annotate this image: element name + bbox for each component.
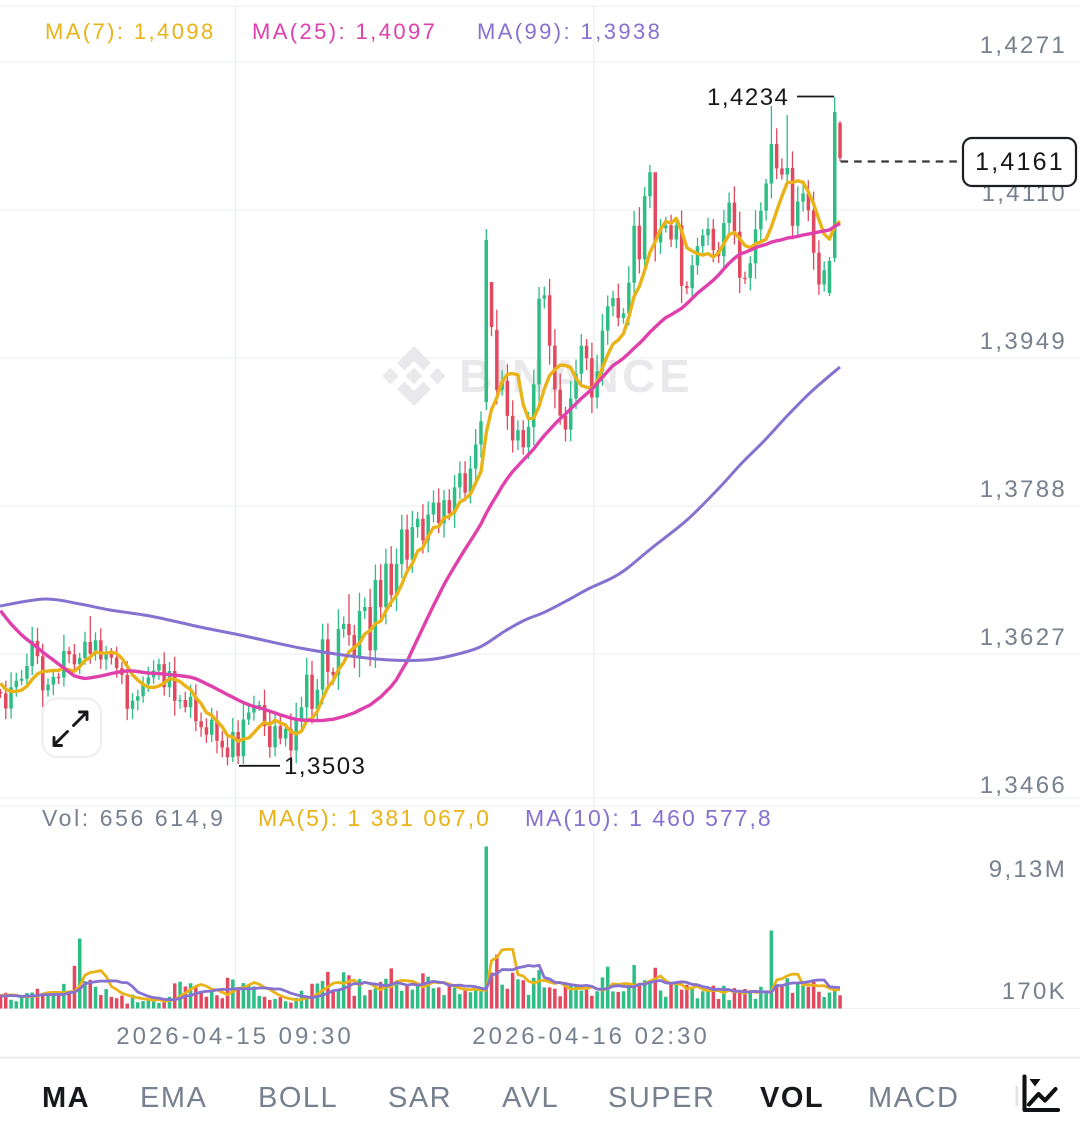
svg-text:1,4234: 1,4234: [707, 84, 789, 111]
svg-text:BOLL: BOLL: [258, 1082, 338, 1114]
svg-text:AVL: AVL: [502, 1082, 559, 1114]
svg-text:MA(25): 1,4097: MA(25): 1,4097: [252, 19, 437, 44]
svg-text:MA(7): 1,4098: MA(7): 1,4098: [45, 19, 216, 44]
svg-text:MA: MA: [42, 1082, 90, 1114]
svg-text:1,3627: 1,3627: [980, 624, 1067, 651]
svg-text:1,3949: 1,3949: [980, 328, 1067, 355]
svg-text:VOL: VOL: [760, 1082, 824, 1114]
svg-text:Vol: 656 614,9: Vol: 656 614,9: [42, 805, 225, 831]
svg-text:MA(10): 1 460 577,8: MA(10): 1 460 577,8: [525, 805, 773, 831]
svg-text:1,4271: 1,4271: [980, 32, 1067, 59]
svg-text:1,3466: 1,3466: [980, 772, 1067, 799]
svg-text:MACD: MACD: [868, 1082, 959, 1114]
svg-text:1,3788: 1,3788: [980, 476, 1067, 503]
svg-text:SAR: SAR: [388, 1082, 452, 1114]
svg-text:1,3503: 1,3503: [284, 753, 366, 780]
svg-text:170K: 170K: [1002, 978, 1067, 1005]
svg-text:EMA: EMA: [140, 1082, 207, 1114]
svg-text:MA(5): 1 381 067,0: MA(5): 1 381 067,0: [258, 805, 491, 831]
svg-text:MA(99): 1,3938: MA(99): 1,3938: [477, 19, 662, 44]
svg-text:2026-04-16 02:30: 2026-04-16 02:30: [472, 1023, 710, 1050]
svg-text:1,4161: 1,4161: [975, 148, 1065, 176]
svg-text:9,13M: 9,13M: [989, 856, 1067, 883]
svg-text:2026-04-15 09:30: 2026-04-15 09:30: [116, 1023, 354, 1050]
svg-text:SUPER: SUPER: [608, 1082, 715, 1114]
